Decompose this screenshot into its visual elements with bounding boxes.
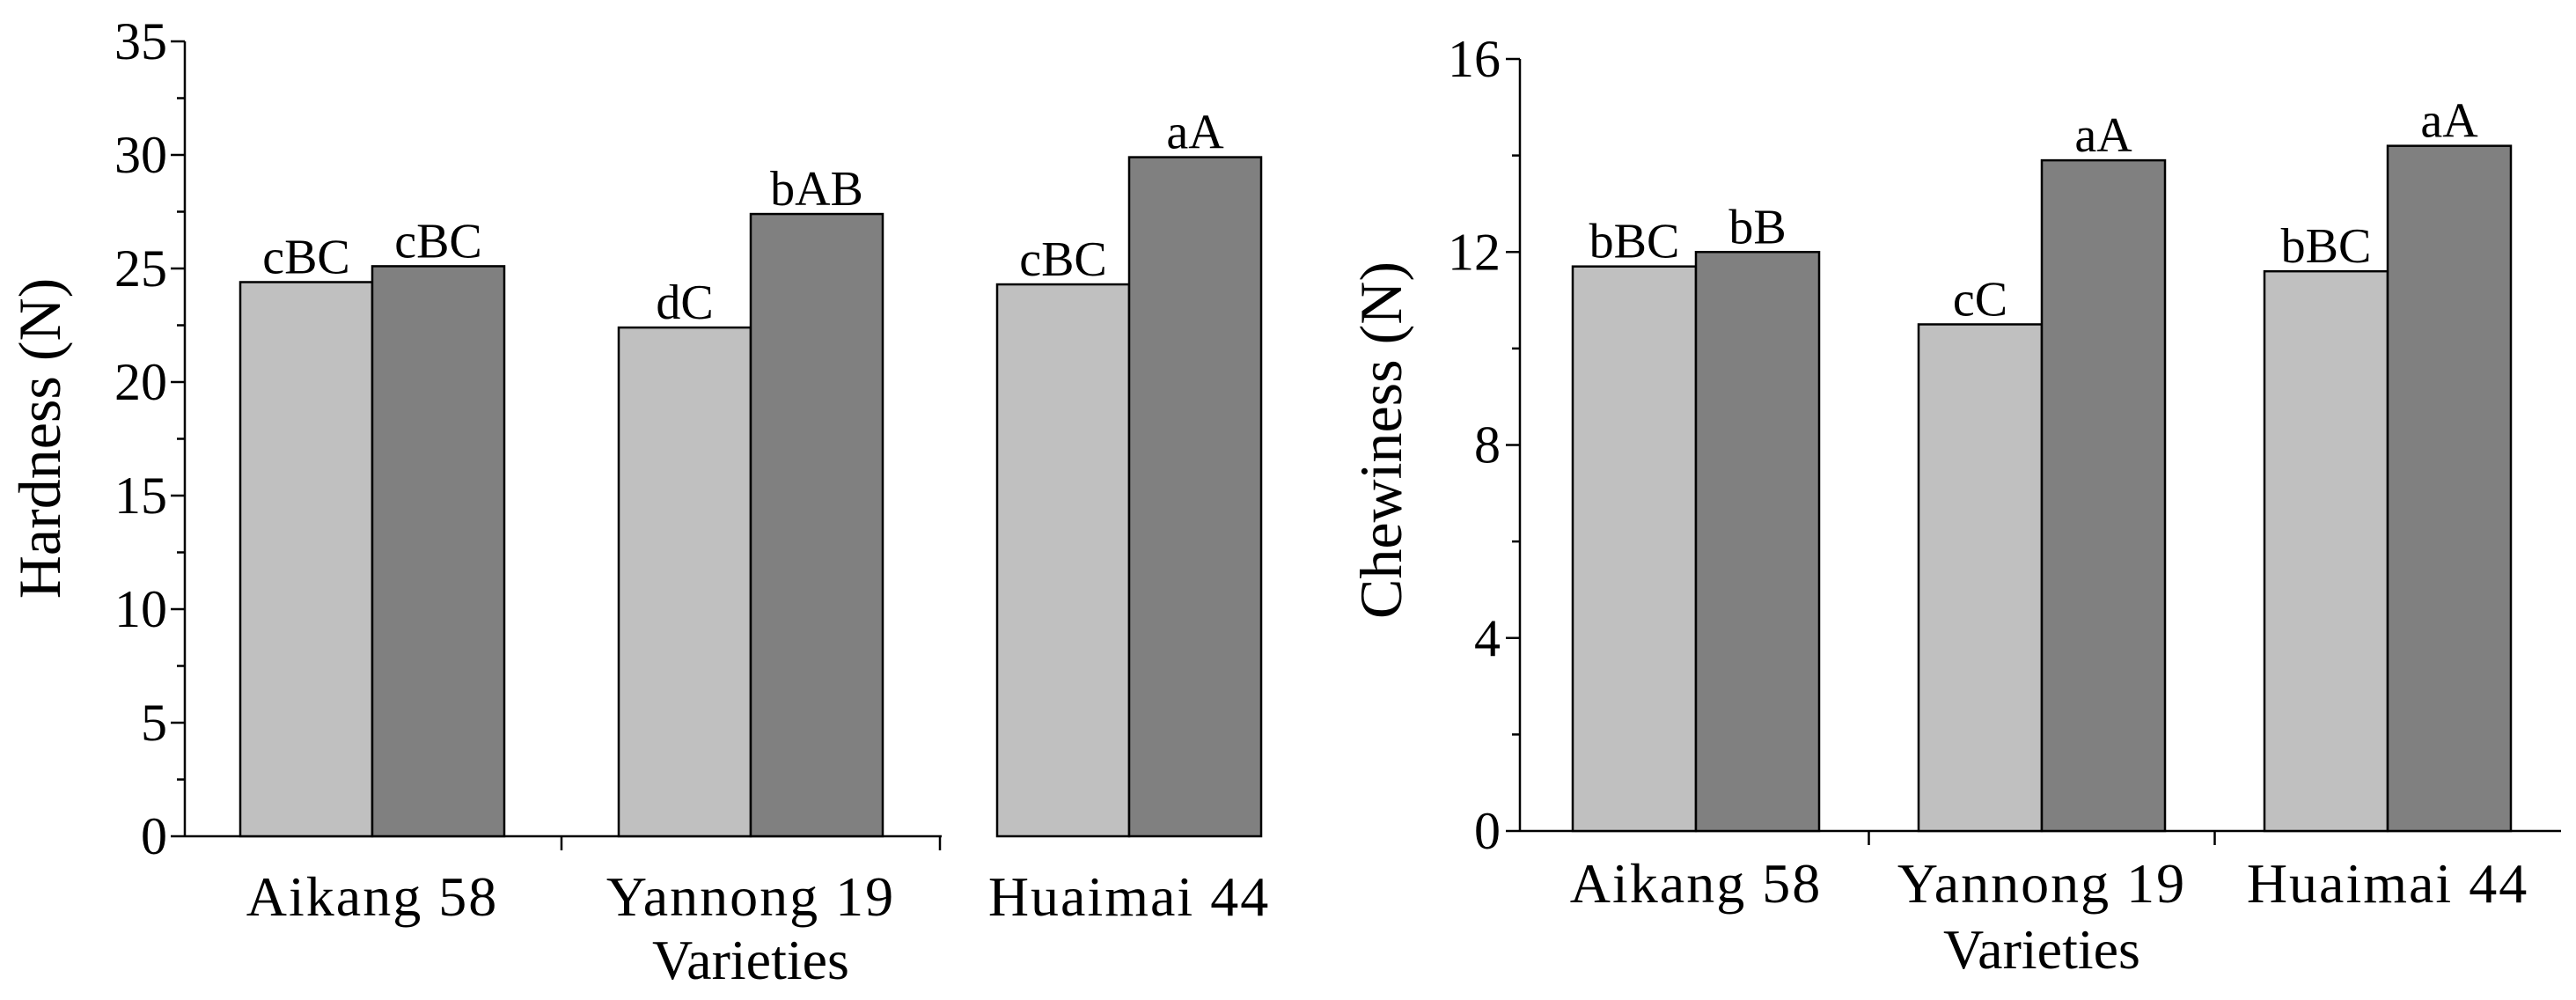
x-category-label: Aikang 58 [1570,852,1822,915]
data-label: aA [2074,108,2132,163]
data-label: bBC [2281,219,2372,274]
y-tick-label: 20 [114,353,167,411]
y-tick-label: 5 [141,694,167,752]
bar-huaimai-44-series-1 [2263,269,2389,833]
bar-aikang-58-series-2 [1694,251,1821,833]
x-axis-title: Varieties [652,929,849,991]
y-tick-label: 35 [114,12,167,70]
y-tick-label: 12 [1448,223,1501,281]
data-label: dC [656,276,713,330]
y-tick-label: 30 [114,126,167,184]
bar-yannong-19-series-1 [617,326,752,838]
y-axis-title: Chewiness (N) [1347,261,1414,619]
chewiness-chart-panel: 0 4 8 12 16 bBC bB Aikang 58 cC aA Yannong 19 bBC aA… [1347,30,2561,981]
bar-huaimai-44-series-2 [2386,144,2513,833]
x-category-label: Huaimai 44 [2247,852,2528,915]
y-tick-label: 8 [1474,416,1501,474]
x-category-label: Huaimai 44 [988,865,1270,928]
y-tick-label: 10 [114,580,167,638]
data-label: aA [2420,94,2478,149]
data-label: cBC [262,230,350,284]
hardness-chart-panel: 0 5 10 15 20 25 30 35 cBC cBC Aikang 58 dC bAB Yannon… [6,12,1270,991]
bar-huaimai-44-series-1 [995,283,1131,838]
y-tick-label: 15 [114,467,167,525]
bar-aikang-58-series-1 [239,281,374,838]
data-label: bB [1728,200,1786,254]
data-label: cC [1953,272,2007,327]
bar-huaimai-44-series-2 [1127,156,1263,838]
data-label: cBC [394,214,482,268]
y-tick-label: 4 [1474,609,1501,667]
y-tick-label: 25 [114,239,167,298]
y-tick-label: 16 [1448,30,1501,88]
bar-aikang-58-series-1 [1571,265,1698,833]
y-tick-label: 0 [141,807,167,865]
data-label: bAB [770,162,863,217]
data-label: cBC [1019,232,1107,287]
y-axis-title: Hardness (N) [6,278,73,599]
data-label: aA [1166,106,1224,160]
bar-yannong-19-series-1 [1917,323,2044,833]
bar-yannong-19-series-2 [2040,158,2167,833]
data-label: bBC [1589,215,1680,269]
x-category-label: Yannong 19 [606,865,895,928]
x-category-label: Yannong 19 [1897,852,2186,915]
x-category-label: Aikang 58 [246,865,498,928]
bar-yannong-19-series-2 [749,212,884,838]
y-tick-label: 0 [1474,802,1501,860]
x-axis-title: Varieties [1943,918,2140,981]
bar-aikang-58-series-2 [371,265,506,838]
